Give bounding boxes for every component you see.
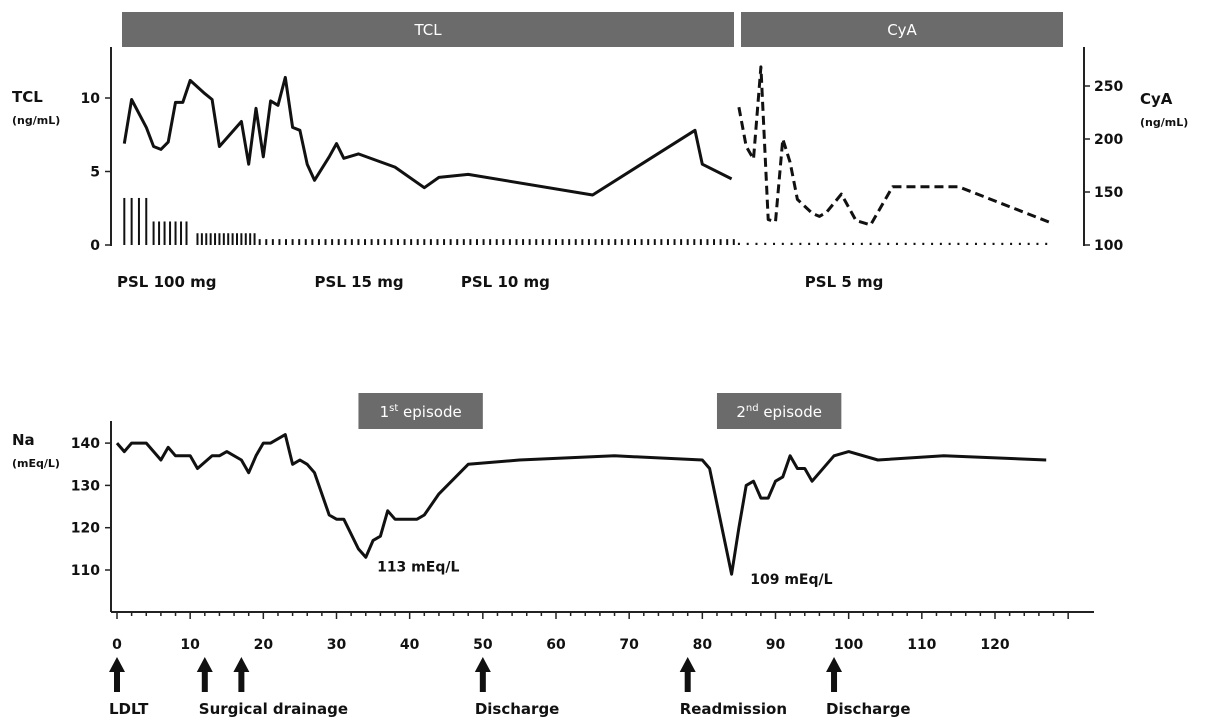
right-axis-label: CyA — [1140, 90, 1173, 108]
episode-number: 1 — [380, 403, 390, 421]
left-y-tick-label: 0 — [90, 238, 100, 254]
x-tick-label: 10 — [180, 637, 200, 653]
episode-word: episode — [759, 403, 822, 421]
dose-label: PSL 15 mg — [315, 273, 404, 291]
x-tick-label: 70 — [619, 637, 639, 653]
event-arrow — [233, 657, 250, 692]
right-y-tick-label: 200 — [1094, 132, 1123, 148]
episode-ordinal: st — [389, 403, 398, 414]
event-arrow — [679, 657, 696, 692]
dose-label: PSL 100 mg — [117, 273, 216, 291]
x-tick-label: 0 — [112, 637, 122, 653]
x-tick-label: 50 — [473, 637, 493, 653]
cya-level-line — [737, 65, 1055, 227]
x-tick-label: 90 — [766, 637, 786, 653]
event-label: Discharge — [475, 700, 560, 718]
event-arrow — [474, 657, 491, 692]
na-axis-label: Na — [12, 431, 35, 449]
episode-ordinal: nd — [746, 403, 759, 414]
sodium-level-line — [115, 433, 1047, 576]
x-tick-label: 80 — [693, 637, 713, 653]
event-arrow — [109, 657, 125, 692]
event-label: Readmission — [680, 700, 787, 718]
episode-number: 2 — [736, 403, 746, 421]
event-label: Discharge — [826, 700, 911, 718]
left-axis-label: TCL — [12, 88, 43, 106]
x-tick-label: 120 — [980, 637, 1009, 653]
left-y-tick-label: 5 — [90, 165, 100, 181]
right-axis-unit: (ng/mL) — [1140, 116, 1188, 129]
episode-label: 1st episode — [380, 403, 462, 421]
right-y-tick-label: 250 — [1094, 79, 1123, 95]
nadir-annotation: 113 mEq/L — [377, 560, 459, 576]
x-tick-label: 60 — [546, 637, 566, 653]
immunosuppression-panel: TCL CyA 0 5 10 100 150 200 250 TCL (ng/mL) CyA (ng/m… — [12, 12, 1188, 291]
x-tick-label: 110 — [907, 637, 936, 653]
left-y-tick-label: 10 — [81, 91, 101, 107]
treatment-band-label: TCL — [413, 21, 442, 39]
x-tick-label: 100 — [834, 637, 863, 653]
event-label: LDLT — [109, 700, 149, 718]
na-y-tick-label: 110 — [71, 563, 100, 579]
episode-word: episode — [398, 403, 461, 421]
event-label: Surgical drainage — [199, 700, 348, 718]
na-axis-unit: (mEq/L) — [12, 457, 60, 470]
dose-label: PSL 5 mg — [805, 273, 884, 291]
episode-box — [716, 393, 842, 429]
x-tick-label: 40 — [400, 637, 420, 653]
right-y-tick-label: 100 — [1094, 238, 1123, 254]
dose-label: PSL 10 mg — [461, 273, 550, 291]
episode-box — [358, 393, 483, 429]
episode-label: 2nd episode — [736, 403, 822, 421]
left-axis-unit: (ng/mL) — [12, 114, 60, 127]
treatment-band-label: CyA — [887, 21, 917, 39]
na-y-tick-label: 140 — [71, 436, 100, 452]
na-y-tick-label: 120 — [71, 521, 100, 537]
treatment-band — [741, 12, 1063, 47]
na-y-tick-label: 130 — [71, 478, 100, 494]
event-arrow — [196, 657, 213, 692]
x-tick-label: 20 — [254, 637, 274, 653]
treatment-band — [122, 12, 734, 47]
x-tick-label: 30 — [327, 637, 347, 653]
tcl-level-line — [122, 75, 733, 197]
right-y-tick-label: 150 — [1094, 185, 1123, 201]
event-arrow — [826, 657, 843, 692]
nadir-annotation: 109 mEq/L — [750, 572, 832, 588]
